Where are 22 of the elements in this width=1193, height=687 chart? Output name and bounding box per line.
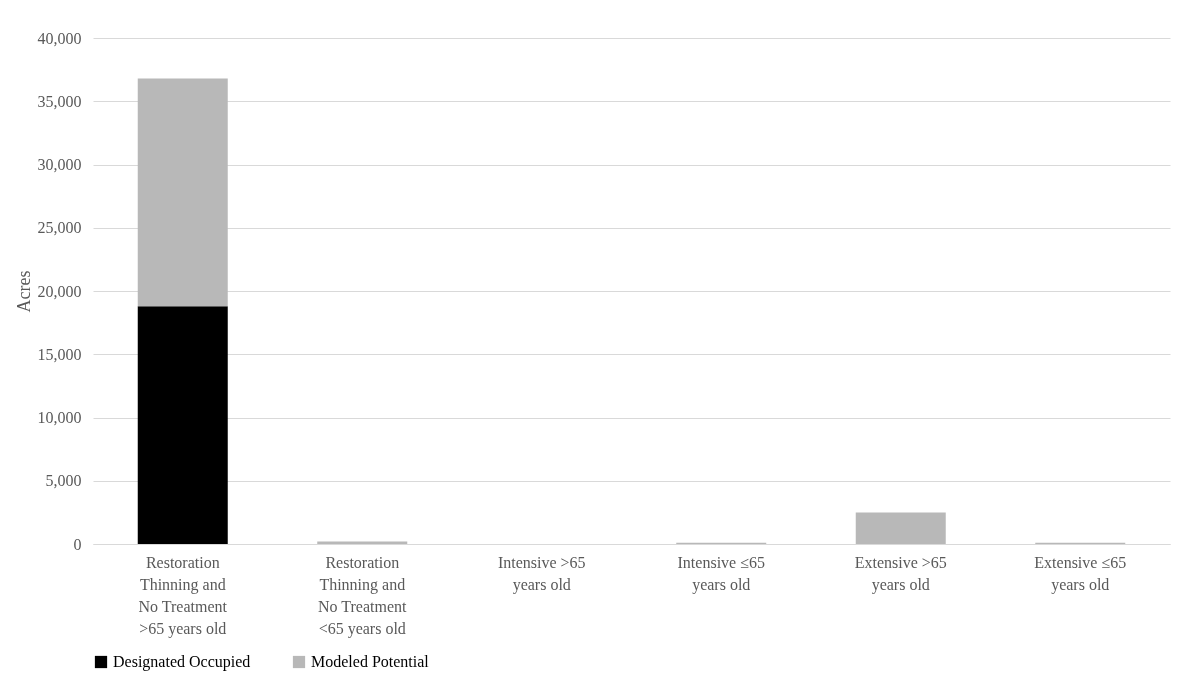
y-tick-label: 5,000	[45, 472, 82, 490]
legend-label: Designated Occupied	[113, 653, 251, 671]
y-tick-label: 40,000	[37, 29, 82, 47]
y-tick-label: 20,000	[37, 282, 82, 300]
x-tick-label: Restoration Thinning and No Treatment <65 years old	[318, 553, 408, 638]
bar	[137, 78, 228, 307]
x-tick-label: Restoration Thinning and No Treatment >65 years old	[138, 553, 228, 638]
bar	[137, 306, 228, 544]
x-tick-label: Intensive ≤65 years old	[677, 553, 765, 594]
y-tick-label: 35,000	[37, 92, 82, 110]
x-tick-label: Intensive >65 years old	[497, 553, 586, 594]
y-axis-title: Acres	[13, 270, 34, 313]
bar	[317, 541, 408, 544]
y-tick-label: 0	[73, 535, 82, 553]
y-tick-label: 25,000	[37, 219, 82, 237]
y-tick-label: 30,000	[37, 156, 82, 173]
x-tick-label: Extensive ≤65 years old	[1034, 553, 1127, 594]
y-tick-label: 15,000	[37, 345, 82, 363]
bar	[855, 512, 946, 544]
y-tick-label: 10,000	[37, 409, 82, 426]
x-tick-label: Extensive >65 years old	[854, 553, 947, 594]
legend-label: Modeled Potential	[311, 653, 430, 670]
